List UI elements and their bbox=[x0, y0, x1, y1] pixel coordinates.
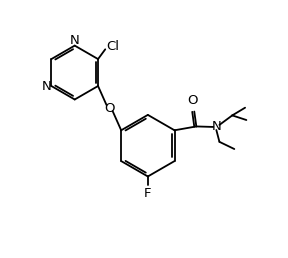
Text: Cl: Cl bbox=[107, 40, 120, 53]
Text: N: N bbox=[70, 35, 79, 47]
Text: O: O bbox=[104, 102, 115, 115]
Text: O: O bbox=[188, 94, 198, 107]
Text: F: F bbox=[144, 187, 151, 200]
Text: N: N bbox=[42, 79, 52, 93]
Text: N: N bbox=[211, 120, 221, 133]
